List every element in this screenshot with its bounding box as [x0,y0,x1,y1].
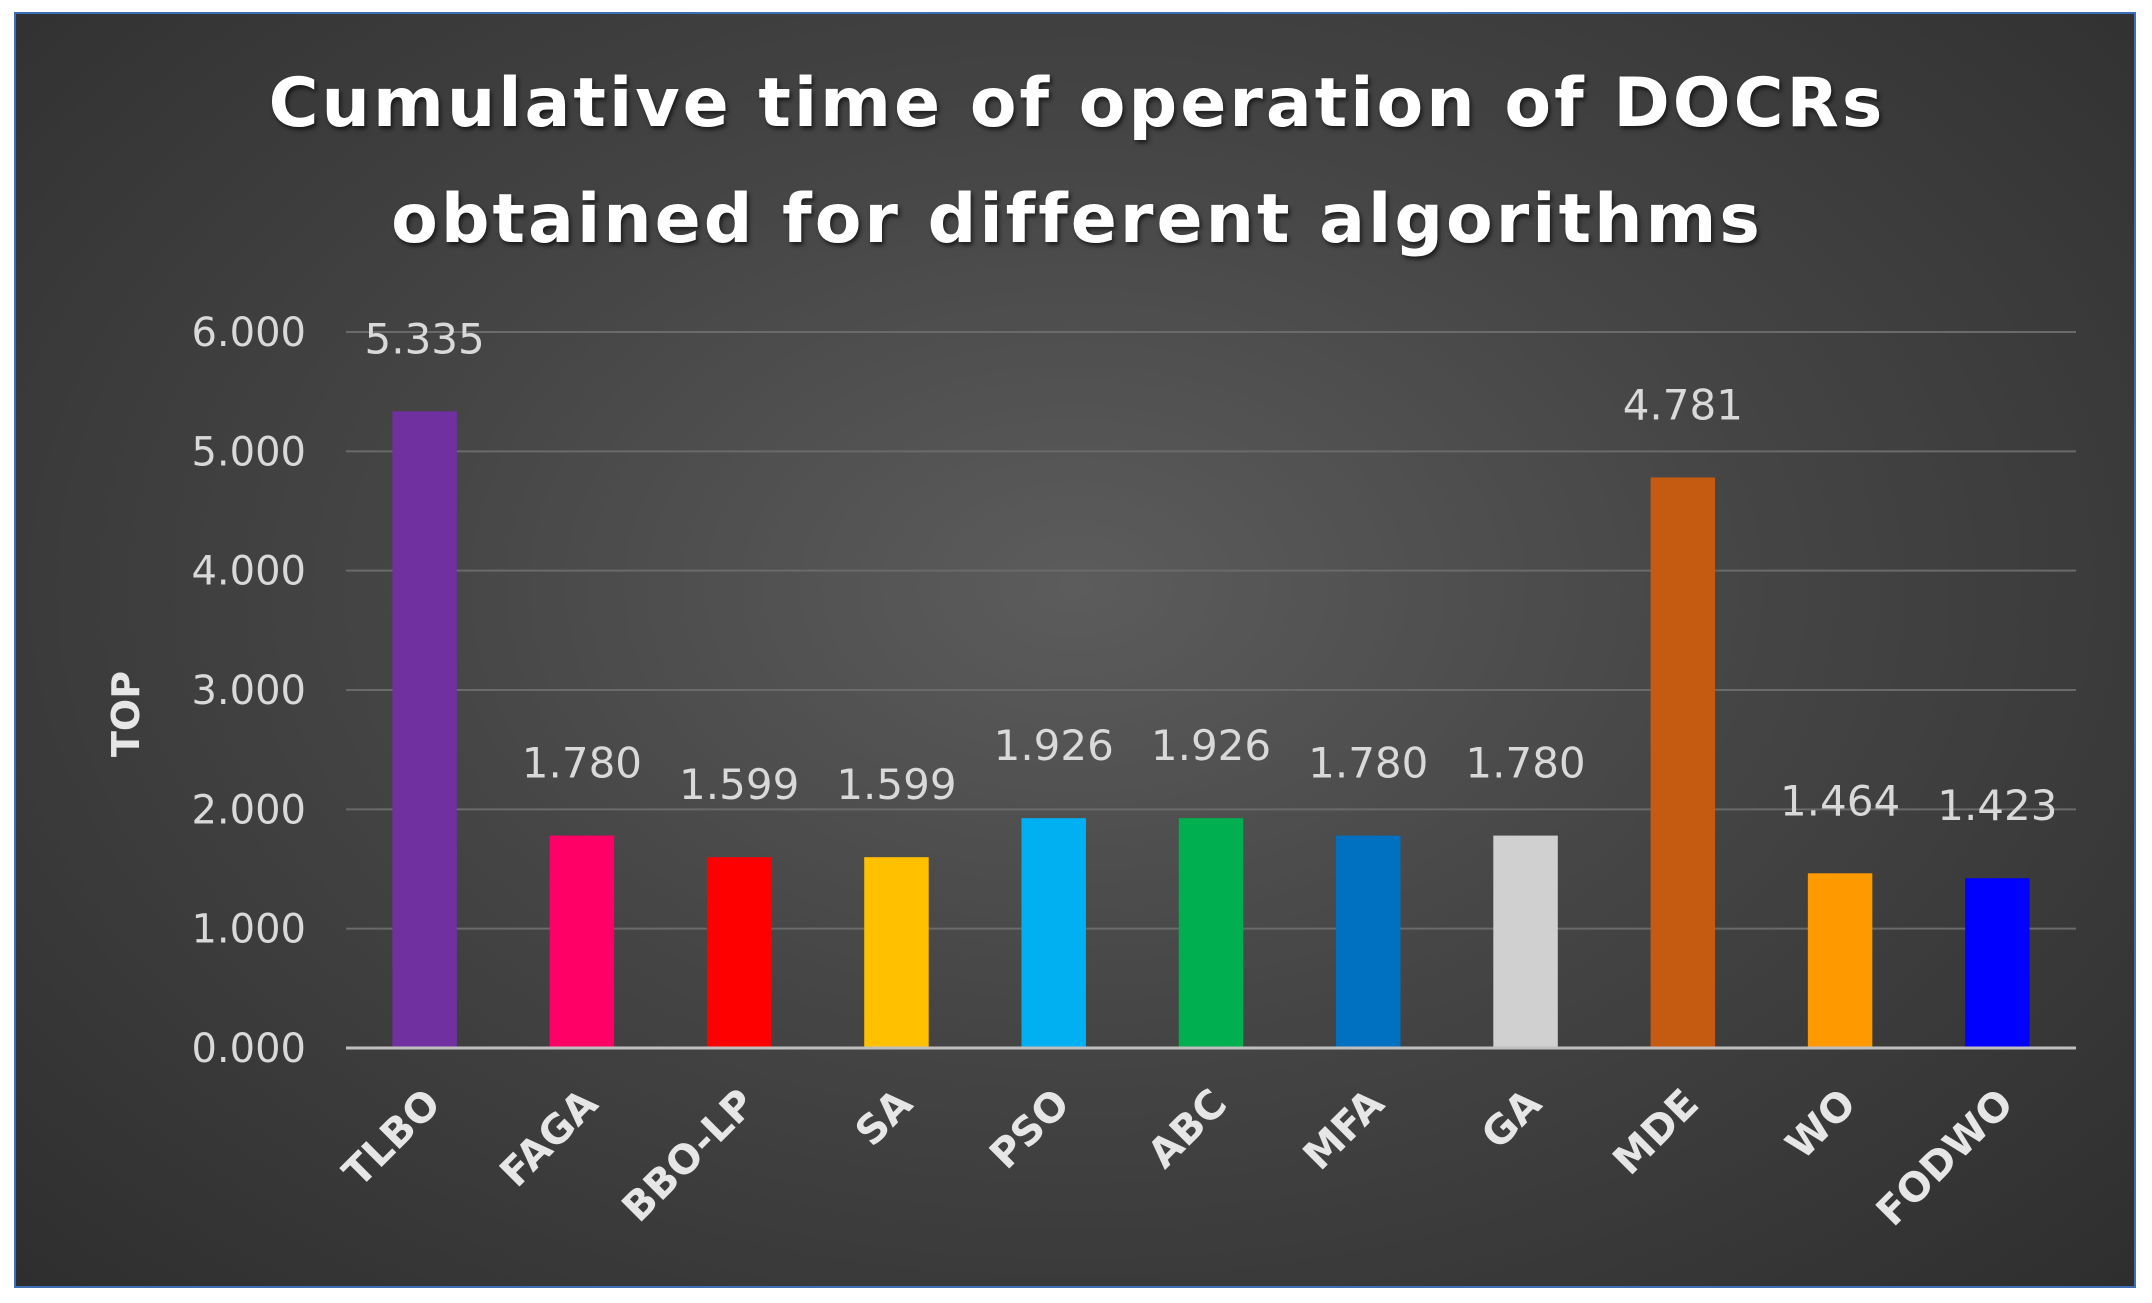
x-tick-label-mfa: MFA [1295,1081,1394,1180]
bar-pso [1021,818,1086,1048]
data-label-ga: 1.780 [1465,739,1585,788]
chart-frame: Cumulative time of operation of DOCRs ob… [14,12,2136,1288]
bar-abc [1178,818,1244,1048]
chart-title-line-2: obtained for different algorithms [391,180,1763,259]
data-label-pso: 1.926 [994,721,1114,770]
data-label-mde: 4.781 [1623,380,1743,429]
data-label-sa: 1.599 [836,760,956,809]
data-label-faga: 1.780 [522,739,642,788]
data-label-mfa: 1.780 [1308,739,1428,788]
data-label-wo: 1.464 [1780,776,1900,825]
x-tick-label-abc: ABC [1139,1081,1236,1178]
x-tick-label-faga: FAGA [491,1081,607,1197]
x-tick-label-pso: PSO [981,1081,1079,1179]
x-tick-label-mde: MDE [1604,1081,1707,1184]
data-labels: 5.335 1.780 1.599 1.599 1.926 1.926 1.780 1.780… [365,314,2058,830]
y-tick-label: 0.000 [191,1026,306,1072]
y-axis-ticks: 0.000 1.000 2.000 3.000 4.000 5.000 6.000 [191,310,306,1072]
bar-fodwo [1965,878,2030,1048]
y-tick-label: 5.000 [191,429,306,475]
bar-sa [864,857,929,1048]
x-tick-label-fodwo: FODWO [1868,1081,2023,1236]
y-tick-label: 2.000 [191,787,306,833]
bar-wo [1807,873,1873,1048]
bar-mde [1650,477,1716,1048]
y-tick-label: 6.000 [191,310,306,356]
x-tick-label-bbo-lp: BBO-LP [614,1081,765,1232]
y-axis-label: TOP [104,671,148,757]
x-tick-label-tlbo: TLBO [334,1081,449,1196]
bars [392,411,2030,1048]
bar-faga [549,835,615,1048]
x-tick-label-sa: SA [847,1081,922,1156]
gridlines [346,331,2076,930]
bar-tlbo [392,411,457,1048]
bar-bbo-lp [706,857,772,1048]
bar-chart: Cumulative time of operation of DOCRs ob… [104,64,2076,1236]
bar-ga [1493,835,1558,1048]
x-axis-ticks: TLBO FAGA BBO-LP SA PSO ABC MFA GA MDE WO FODWO [334,1081,2022,1236]
data-label-bbo-lp: 1.599 [679,760,799,809]
data-label-tlbo: 5.335 [365,314,485,363]
data-label-fodwo: 1.423 [1937,781,2057,830]
y-tick-label: 1.000 [191,907,306,953]
x-tick-label-wo: WO [1777,1081,1865,1169]
bar-mfa [1336,835,1401,1048]
y-tick-label: 3.000 [191,668,306,714]
y-tick-label: 4.000 [191,549,306,595]
data-label-abc: 1.926 [1151,721,1271,770]
x-tick-label-ga: GA [1473,1081,1551,1159]
chart-title-line-1: Cumulative time of operation of DOCRs [269,64,1886,143]
